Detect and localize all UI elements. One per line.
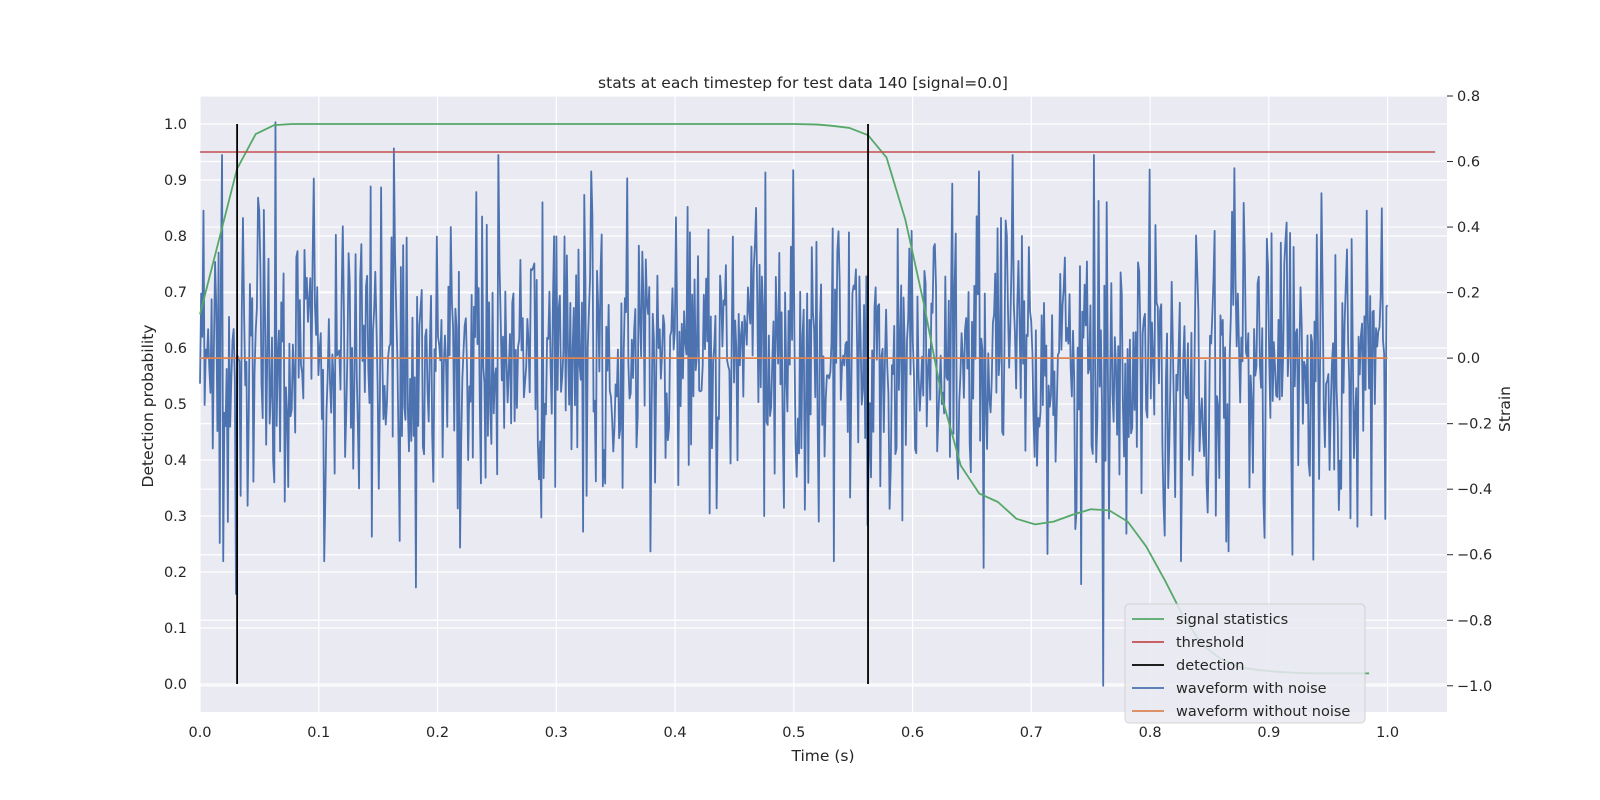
legend-label: detection [1176,658,1244,674]
x-tick-label: 0.4 [664,725,687,741]
y2-tick-label: −0.6 [1457,548,1492,564]
x-tick-label: 0.8 [1139,725,1162,741]
legend-label: waveform with noise [1176,681,1327,697]
x-axis-label: Time (s) [790,747,854,765]
y-tick-label: 1.0 [164,117,187,133]
legend-label: waveform without noise [1176,704,1350,720]
y2-tick-label: 0.0 [1457,351,1480,367]
legend: signal statistics threshold detection wavef… [1124,603,1366,724]
y2-tick-label: −1.0 [1457,679,1492,695]
y-tick-label: 0.1 [164,621,187,637]
x-tick-label: 0.0 [188,725,211,741]
y-tick-label: 0.4 [164,453,187,469]
x-tick-label: 1.0 [1376,725,1399,741]
y2-tick-label: 0.2 [1457,286,1480,302]
y-tick-label: 0.5 [164,397,187,413]
y-axis-left: 0.0 0.1 0.2 0.3 0.4 0.5 0.6 0.7 0.8 0.9 1.0 [164,117,187,693]
y-tick-label: 0.9 [164,173,187,189]
x-tick-label: 0.2 [426,725,449,741]
y-tick-label: 0.0 [164,677,187,693]
legend-label: threshold [1176,635,1244,651]
x-tick-label: 0.7 [1020,725,1043,741]
x-tick-label: 0.1 [307,725,330,741]
x-axis: 0.0 0.1 0.2 0.3 0.4 0.5 0.6 0.7 0.8 0.9 1.0 [188,725,1399,741]
y2-tick-label: −0.2 [1457,417,1492,433]
y-tick-label: 0.6 [164,341,187,357]
chart-title: stats at each timestep for test data 140… [598,74,1008,92]
y-tick-label: 0.8 [164,229,187,245]
y2-tick-label: −0.4 [1457,482,1492,498]
x-tick-label: 0.5 [782,725,805,741]
y-tick-label: 0.7 [164,285,187,301]
y2-tick-label: 0.6 [1457,155,1480,171]
y2-axis-label: Strain [1496,386,1514,432]
y-tick-label: 0.3 [164,509,187,525]
legend-label: signal statistics [1176,612,1288,628]
y2-tick-label: 0.8 [1457,89,1480,105]
y-tick-label: 0.2 [164,565,187,581]
y-axis-right: −1.0 −0.8 −0.6 −0.4 −0.2 0.0 0.2 0.4 0.6 0.8 [1447,89,1492,695]
x-tick-label: 0.9 [1257,725,1280,741]
y2-tick-label: 0.4 [1457,220,1480,236]
x-tick-label: 0.3 [545,725,568,741]
y-axis-label: Detection probability [139,325,157,488]
x-tick-label: 0.6 [901,725,924,741]
waveform-with-noise-line [199,121,1389,687]
legend-box [1124,603,1366,724]
y2-tick-label: −0.8 [1457,613,1492,629]
